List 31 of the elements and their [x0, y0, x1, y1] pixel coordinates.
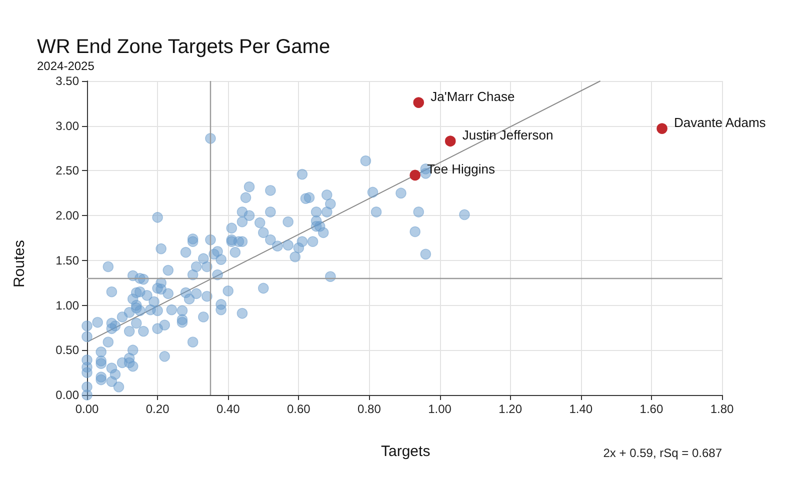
x-tick-label: 1.80	[710, 402, 734, 416]
point	[656, 123, 668, 134]
annotation: Tee Higgins	[427, 162, 496, 177]
x-tick-label: 1.60	[640, 402, 664, 416]
x-tick-label: 1.00	[428, 402, 452, 416]
x-tick-label: 0.00	[75, 402, 99, 416]
x-tick-label: 0.20	[146, 402, 170, 416]
y-tick-label: 0.00	[56, 388, 80, 402]
annotation: Davante Adams	[674, 115, 766, 130]
y-tick-label: 2.00	[56, 208, 80, 223]
point	[413, 97, 424, 108]
y-tick-label: 3.00	[56, 118, 80, 133]
x-tick-label: 0.80	[358, 402, 382, 416]
y-tick-label: 2.50	[56, 164, 80, 178]
y-tick-label: 0.50	[56, 343, 80, 358]
x-tick-label: 1.40	[569, 402, 593, 416]
x-axis-title: Targets	[381, 443, 430, 460]
y-tick-label: 3.50	[56, 74, 80, 88]
x-tick-label: 1.20	[498, 402, 522, 416]
annotation: Ja'Marr Chase	[430, 89, 515, 104]
chart-title: WR End Zone Targets Per Game	[37, 36, 330, 58]
point	[410, 170, 420, 181]
x-tick-label: 0.40	[216, 402, 240, 416]
chart-subtitle: 2024-2025	[37, 59, 95, 73]
text: 2x + 0.59, rSq = 0.687	[603, 446, 722, 460]
annotation: Justin Jefferson	[462, 128, 554, 143]
x-tick-label: 0.60	[286, 402, 311, 416]
y-tick-label: 1.00	[56, 298, 80, 312]
y-axis-title: Routes	[11, 240, 28, 288]
point	[444, 136, 456, 147]
y-tick-label: 1.50	[56, 253, 80, 268]
